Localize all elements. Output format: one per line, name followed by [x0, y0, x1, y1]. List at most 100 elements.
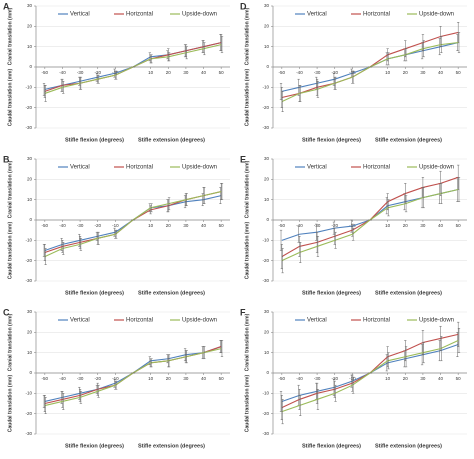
x-axis-label: Stifle extension (degrees): [375, 137, 442, 143]
y-tick-label: -30: [262, 431, 269, 436]
legend-label: Upside-down: [182, 318, 217, 324]
y-tick-label: 30: [27, 309, 33, 314]
x-tick-label: 50: [456, 70, 462, 75]
y-tick-label: 20: [264, 177, 270, 182]
y-axis-label: Caudal translation (mm): [244, 375, 250, 433]
x-axis-label: Stifle flexion (degrees): [65, 137, 124, 143]
y-tick-label: 10: [27, 350, 33, 355]
series-line: [281, 188, 459, 241]
x-tick-label: -40: [59, 223, 66, 228]
error-bar: [185, 46, 188, 60]
x-tick-label: -30: [77, 70, 84, 75]
series-line: [281, 176, 459, 258]
legend-label: Horizontal: [126, 318, 153, 324]
x-tick-label: 10: [148, 70, 154, 75]
x-axis-label: Stifle flexion (degrees): [302, 290, 361, 296]
error-bar: [334, 76, 337, 90]
series-line: [281, 42, 459, 103]
legend-label: Horizontal: [363, 165, 390, 171]
panel-label: F: [240, 307, 246, 317]
error-bar: [62, 393, 65, 410]
x-tick-label: 30: [420, 376, 426, 381]
y-tick-label: -10: [262, 85, 269, 90]
x-tick-label: 40: [438, 70, 444, 75]
legend-label: Vertical: [70, 318, 90, 324]
x-tick-label: 30: [183, 70, 189, 75]
error-bar: [299, 242, 302, 263]
error-bar: [150, 358, 153, 368]
x-tick-label: -50: [279, 223, 286, 228]
x-tick-label: 50: [456, 376, 462, 381]
error-bar: [167, 354, 171, 368]
error-bar: [281, 248, 284, 274]
x-tick-label: 20: [403, 376, 409, 381]
y-tick-label: 20: [264, 330, 270, 335]
series-line: [281, 31, 459, 99]
series-line: [281, 333, 459, 409]
legend-label: Upside-down: [419, 12, 454, 18]
error-bar: [220, 183, 224, 200]
y-tick-label: -30: [25, 278, 32, 283]
x-axis-label: Stifle flexion (degrees): [65, 443, 124, 449]
y-tick-label: -30: [25, 431, 32, 436]
y-tick-label: 20: [27, 24, 33, 29]
legend-label: Horizontal: [126, 165, 153, 171]
error-bar: [167, 197, 171, 211]
y-axis-label: Caudal translation (mm): [7, 222, 13, 280]
error-bar: [44, 397, 47, 414]
x-tick-label: -40: [59, 376, 66, 381]
y-axis-label: Caudal translation (mm): [244, 69, 250, 127]
error-bar: [316, 80, 320, 98]
y-tick-label: 0: [266, 64, 269, 69]
y-tick-label: -10: [25, 85, 32, 90]
x-axis-label: Stifle extension (degrees): [138, 290, 205, 296]
legend-label: Vertical: [307, 318, 327, 324]
error-bar: [44, 85, 47, 102]
legend-label: Upside-down: [419, 165, 454, 171]
x-tick-label: 30: [183, 376, 189, 381]
x-tick-label: -20: [331, 223, 338, 228]
y-tick-label: 0: [266, 370, 269, 375]
error-bar: [404, 346, 408, 368]
error-bar: [422, 187, 425, 209]
error-bar: [422, 342, 425, 364]
legend-label: Horizontal: [126, 12, 153, 18]
error-bar: [114, 380, 118, 390]
error-bar: [97, 231, 100, 245]
y-tick-label: -30: [262, 125, 269, 130]
x-tick-label: -20: [94, 223, 101, 228]
y-axis-label: Caudal translation (mm): [7, 69, 13, 127]
y-tick-label: 30: [27, 3, 33, 8]
y-tick-label: -30: [25, 125, 32, 130]
x-tick-label: -20: [94, 70, 101, 75]
legend-label: Upside-down: [419, 318, 454, 324]
error-bar: [97, 384, 100, 398]
error-bar: [150, 203, 153, 213]
panel-label: B: [3, 154, 10, 164]
x-tick-label: -50: [42, 223, 49, 228]
x-tick-label: 40: [201, 223, 207, 228]
error-bar: [440, 36, 443, 54]
error-bar: [351, 70, 355, 84]
legend-label: Vertical: [70, 12, 90, 18]
x-tick-label: -20: [331, 70, 338, 75]
y-tick-label: -20: [262, 411, 269, 416]
x-tick-label: 50: [219, 223, 225, 228]
panel-label: D: [240, 1, 247, 11]
y-axis-label: Caudal translation (mm): [7, 375, 13, 433]
error-bar: [334, 231, 337, 249]
x-tick-label: 10: [385, 376, 391, 381]
x-tick-label: -40: [296, 223, 303, 228]
error-bar: [387, 352, 390, 370]
y-tick-label: 20: [27, 330, 33, 335]
x-tick-label: 20: [403, 70, 409, 75]
x-tick-label: 20: [166, 223, 172, 228]
series-line: [44, 42, 222, 90]
error-bar: [299, 85, 302, 102]
error-bar: [351, 227, 355, 241]
x-tick-label: 30: [420, 70, 426, 75]
y-tick-label: 0: [29, 217, 32, 222]
x-tick-label: -30: [77, 223, 84, 228]
error-bar: [440, 183, 443, 204]
x-tick-label: -50: [279, 376, 286, 381]
